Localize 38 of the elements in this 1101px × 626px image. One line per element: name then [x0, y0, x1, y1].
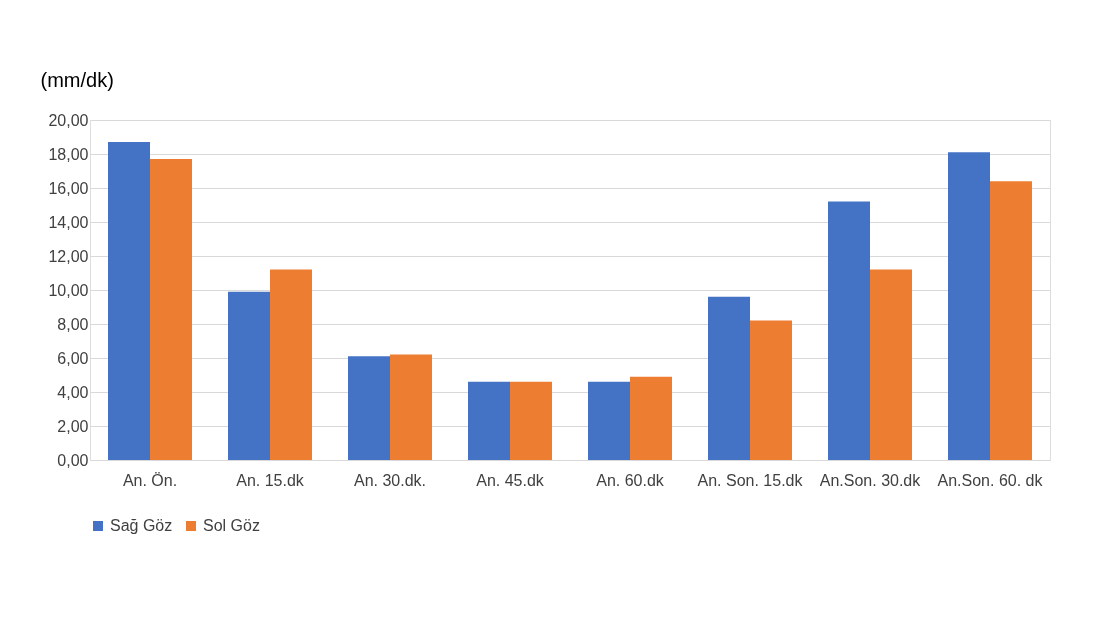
- x-tick-label: An. Son. 15.dk: [697, 471, 804, 489]
- bar: [948, 152, 990, 460]
- y-tick-label: 12,00: [48, 247, 89, 265]
- y-axis-title: (mm/dk): [40, 68, 114, 91]
- y-tick-label: 14,00: [48, 213, 89, 231]
- legend-label: Sağ Göz: [110, 517, 173, 534]
- x-tick-label: An. 15.dk: [236, 471, 305, 489]
- bar: [270, 269, 312, 460]
- x-tick-label: An.Son. 30.dk: [819, 471, 922, 489]
- bar: [708, 296, 750, 460]
- y-tick-label: 20,00: [48, 111, 89, 129]
- y-tick-label: 18,00: [48, 145, 89, 163]
- y-tick-label: 16,00: [48, 179, 89, 197]
- bar: [468, 381, 510, 460]
- y-tick-label: 4,00: [57, 383, 89, 401]
- bar: [390, 354, 432, 460]
- bar: [630, 376, 672, 460]
- x-tick-label: An. Ön.: [122, 471, 178, 489]
- legend-label: Sol Göz: [203, 517, 260, 534]
- x-tick-label: An.Son. 60. dk: [937, 471, 1044, 489]
- y-tick-label: 10,00: [48, 281, 89, 299]
- bar: [870, 269, 912, 460]
- y-tick-label: 2,00: [57, 417, 89, 435]
- bar: [228, 291, 270, 460]
- bar: [588, 381, 630, 460]
- y-tick-label: 6,00: [57, 349, 89, 367]
- bar: [990, 181, 1032, 460]
- x-tick-label: An. 30.dk.: [353, 471, 427, 489]
- bar: [750, 320, 792, 460]
- y-tick-label: 8,00: [57, 315, 89, 333]
- y-tick-label: 0,00: [57, 451, 89, 469]
- bar: [348, 356, 390, 460]
- x-tick-label: An. 60.dk: [596, 471, 665, 489]
- bar: [108, 142, 150, 460]
- bar: [828, 201, 870, 460]
- x-tick-label: An. 45.dk: [476, 471, 545, 489]
- bar: [150, 159, 192, 460]
- bar: [510, 381, 552, 460]
